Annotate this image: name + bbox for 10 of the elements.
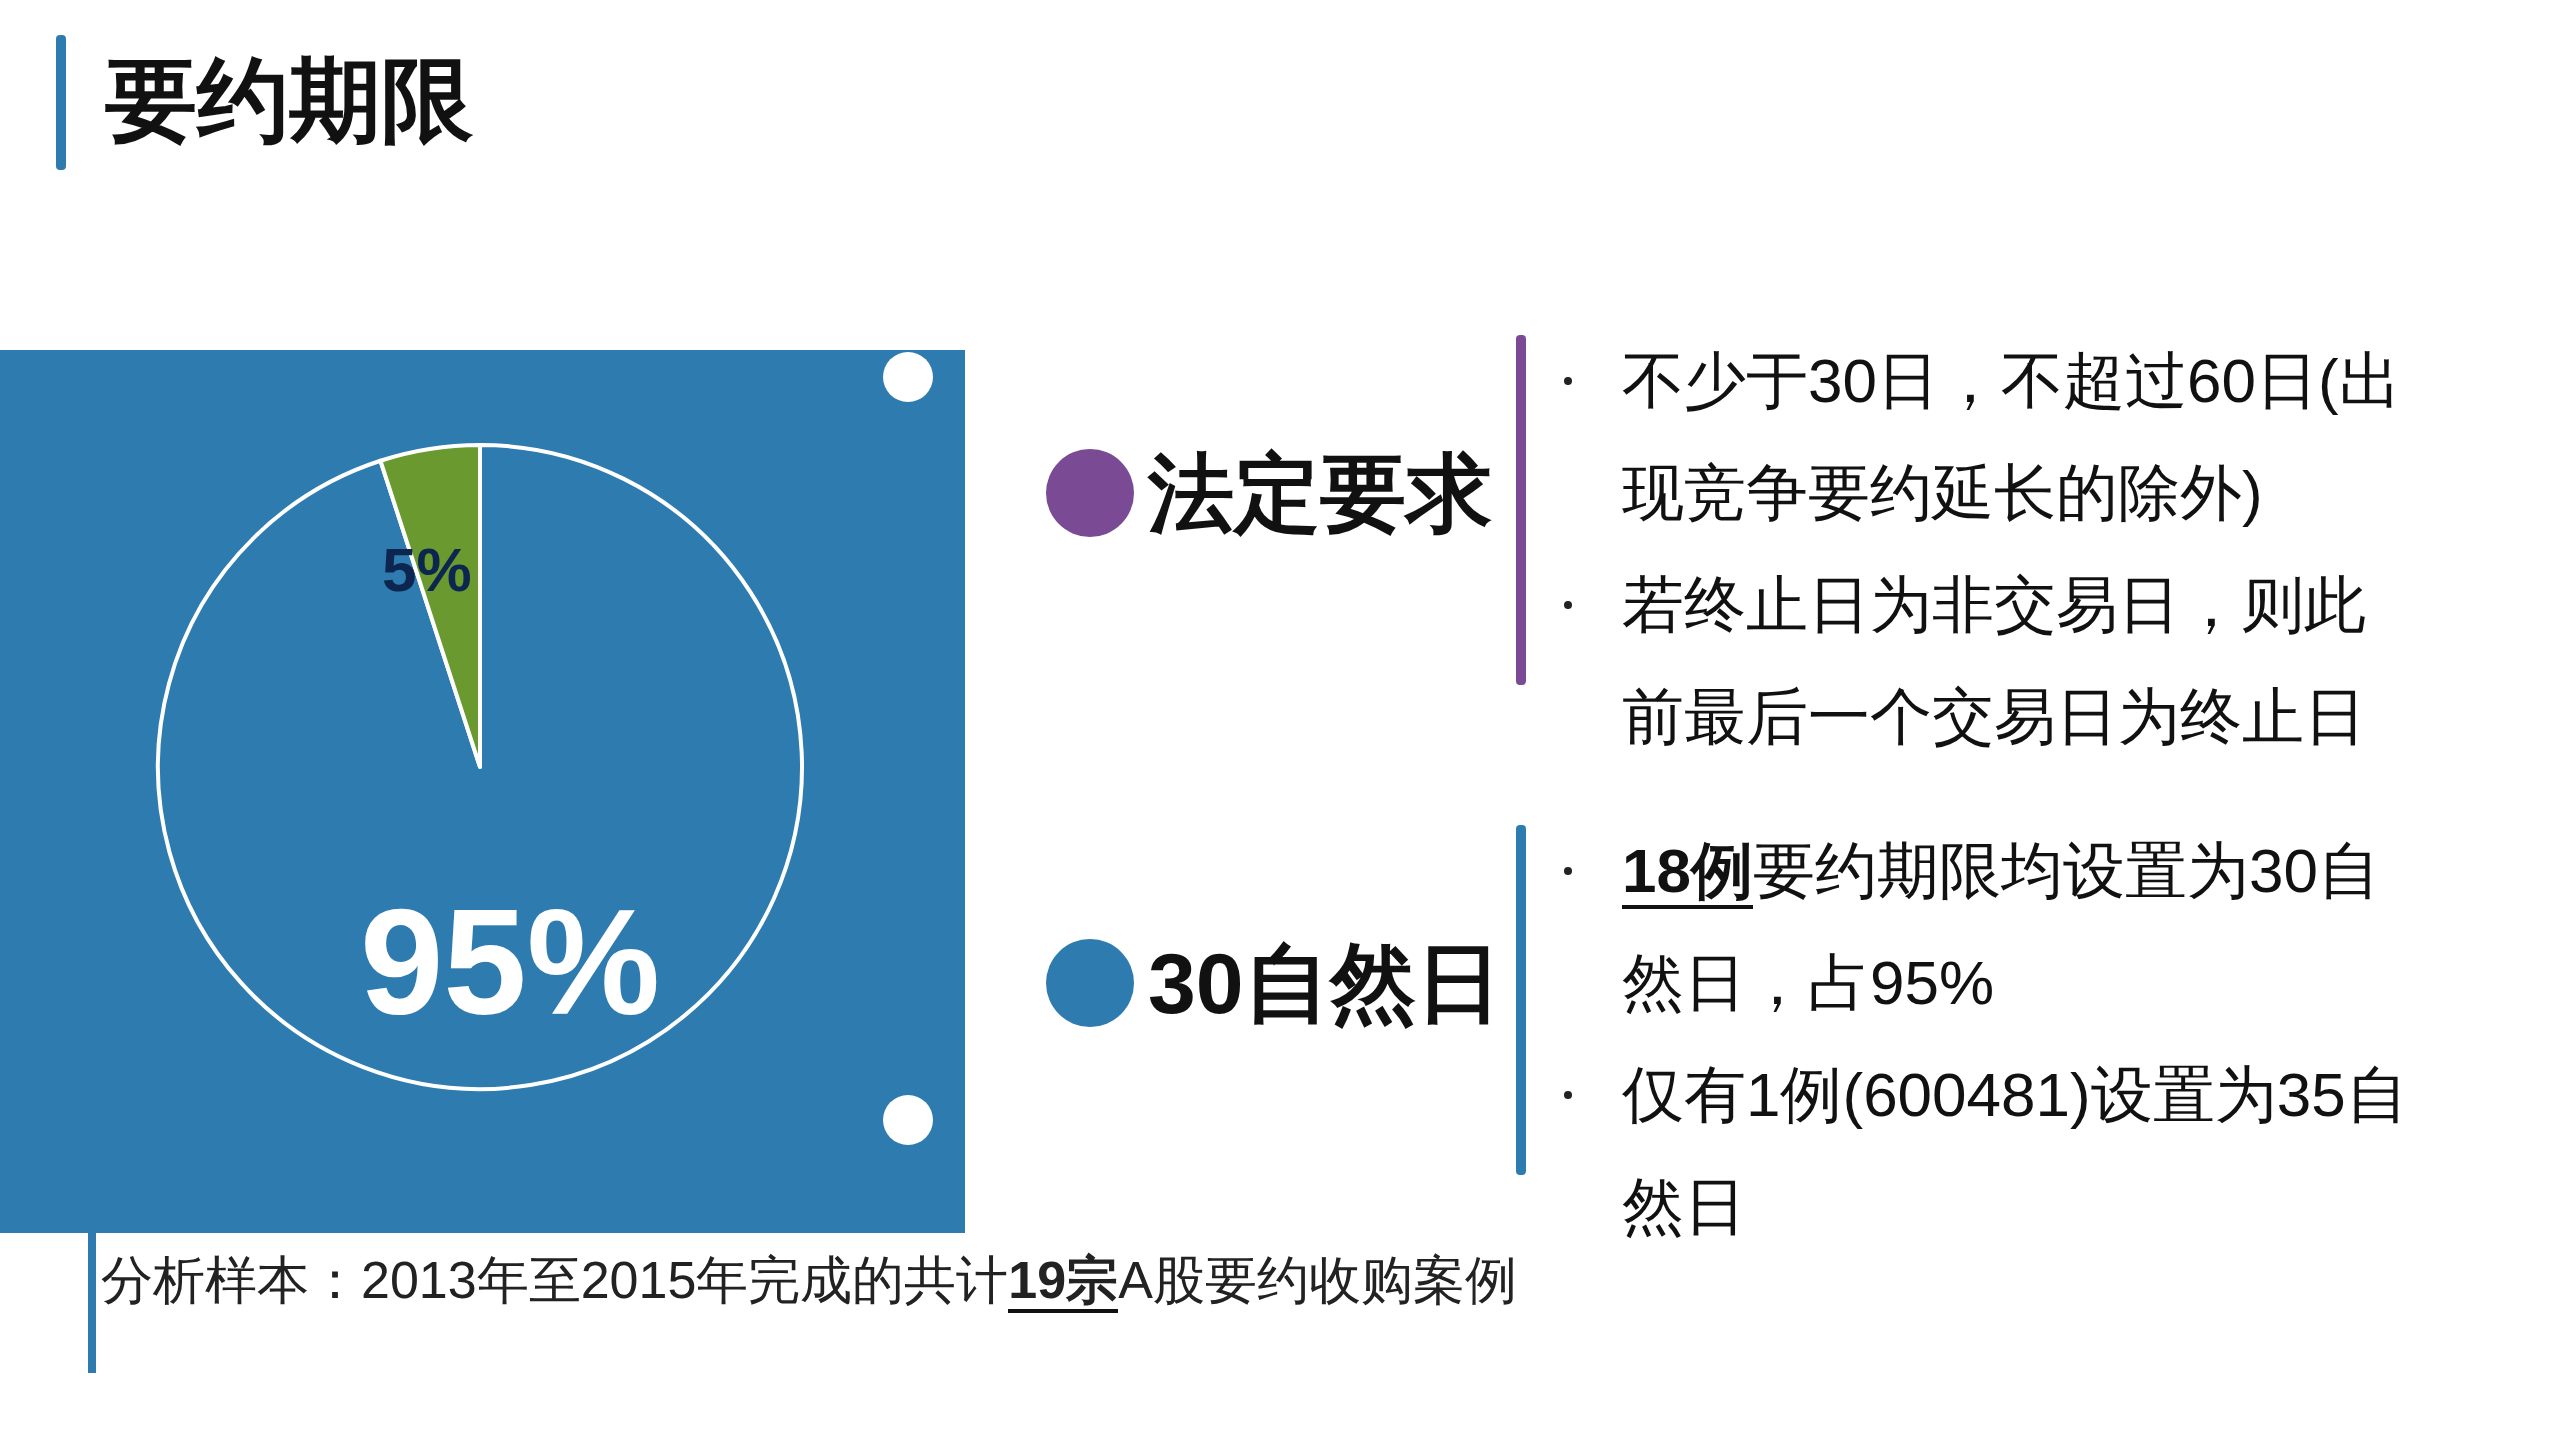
- pie-slice: [156, 443, 804, 1091]
- text: 不少于30日，不超过60日(出现竞争要约延长的除外): [1622, 345, 2402, 529]
- text: 若终止日为非交易日，则此前最后一个交易日为终止日: [1622, 569, 2367, 753]
- text: 法定要求: [1148, 444, 1492, 543]
- text: 仅有1例(600481)设置为35自然日: [1622, 1059, 2409, 1243]
- text: 18例要约期限均设置为30自然日，占95%: [1622, 835, 2381, 1019]
- data-label: 95%: [359, 878, 661, 1046]
- chart-title: 要约期限: [105, 48, 473, 153]
- text: 30自然日: [1148, 934, 1502, 1033]
- text: 分析样本：2013年至2015年完成的共计19宗A股要约收购案例: [101, 1250, 1517, 1311]
